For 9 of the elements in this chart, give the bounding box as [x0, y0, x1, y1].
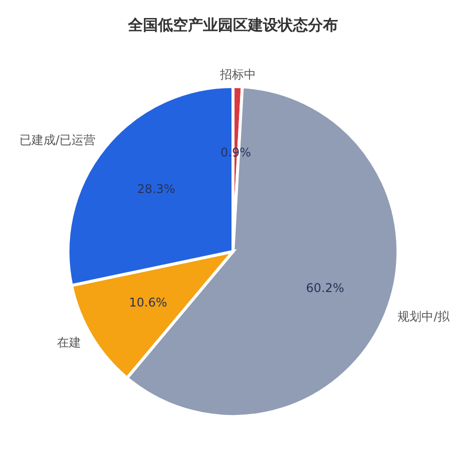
- data-label: 10.6%: [129, 295, 168, 310]
- slice-label: 在建: [57, 336, 82, 350]
- slice-label: 已建成/已运营: [20, 132, 96, 147]
- chart-title: 全国低空产业园区建设状态分布: [127, 16, 338, 34]
- data-label: 60.2%: [306, 280, 344, 295]
- slice-label: 招标中: [219, 68, 256, 82]
- slice-label: 规划中/拟: [398, 310, 451, 324]
- data-label: 28.3%: [137, 182, 176, 196]
- data-label: 0.9%: [220, 146, 252, 160]
